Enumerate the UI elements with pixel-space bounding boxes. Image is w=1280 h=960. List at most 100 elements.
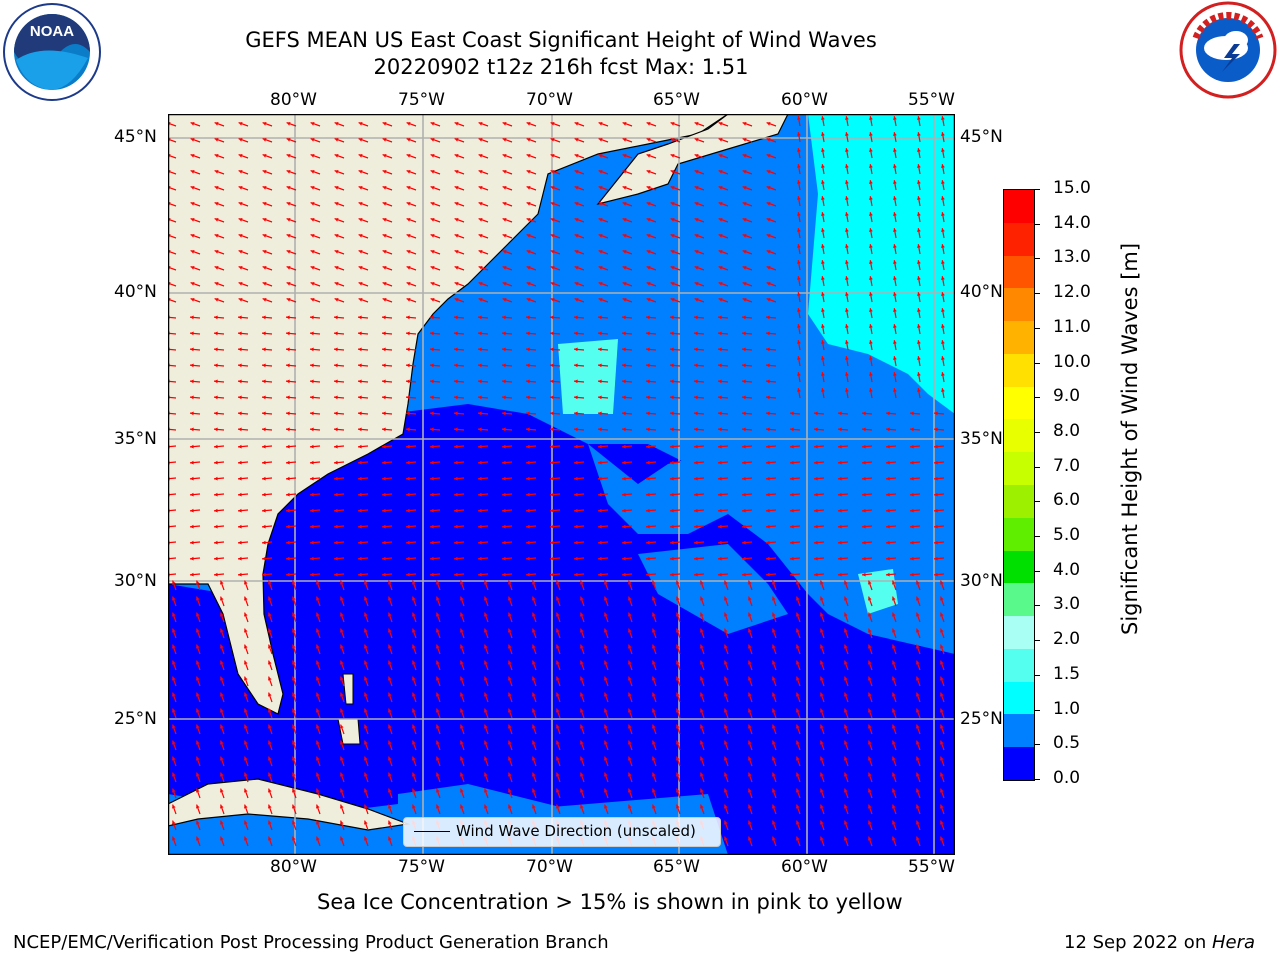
wave-direction-arrowhead — [820, 724, 824, 729]
wave-direction-arrowhead — [628, 804, 632, 809]
wave-direction-arrowhead — [797, 180, 801, 184]
wave-direction-arrowhead — [940, 836, 944, 841]
wave-direction-arrowhead — [742, 331, 746, 336]
wave-direction-arrow — [168, 380, 177, 383]
wave-direction-arrowhead — [790, 556, 794, 561]
wave-direction-arrowhead — [796, 804, 800, 809]
wave-direction-arrowhead — [556, 756, 560, 761]
wave-direction-arrowhead — [892, 740, 896, 745]
wave-direction-arrowhead — [478, 122, 483, 126]
wave-direction-arrowhead — [310, 138, 315, 142]
wave-direction-arrowhead — [868, 628, 872, 633]
wave-direction-arrowhead — [484, 756, 488, 761]
wave-direction-arrowhead — [550, 395, 554, 400]
wave-direction-arrowhead — [364, 596, 368, 601]
wave-direction-arrowhead — [796, 724, 800, 729]
wave-direction-arrowhead — [622, 540, 626, 545]
land-us-east-coast — [168, 114, 730, 715]
wave-direction-arrowhead — [238, 138, 243, 142]
wave-direction-arrowhead — [941, 308, 945, 312]
wave-direction-arrowhead — [334, 282, 339, 286]
wave-direction-arrowhead — [214, 444, 218, 449]
wave-direction-arrowhead — [766, 234, 771, 238]
wave-direction-arrowhead — [454, 572, 458, 577]
wave-direction-arrowhead — [484, 676, 488, 681]
wave-direction-arrowhead — [334, 186, 339, 190]
wave-direction-arrowhead — [388, 692, 392, 697]
wave-direction-arrowhead — [334, 427, 338, 432]
wave-direction-arrowhead — [622, 266, 627, 270]
wave-direction-arrowhead — [580, 756, 584, 761]
wave-direction-arrowhead — [917, 196, 921, 200]
wave-direction-arrowhead — [941, 292, 945, 296]
wave-direction-arrowhead — [670, 218, 675, 222]
wave-direction-arrowhead — [502, 298, 507, 302]
wave-direction-arrowhead — [796, 820, 800, 825]
wave-direction-arrowhead — [412, 660, 416, 665]
wave-direction-arrowhead — [940, 676, 944, 681]
wave-direction-arrowhead — [340, 756, 344, 761]
wave-direction-arrowhead — [742, 379, 746, 384]
wave-direction-arrowhead — [886, 444, 890, 449]
wave-direction-arrowhead — [196, 740, 200, 745]
wave-direction-arrowhead — [838, 556, 842, 561]
wave-direction-arrowhead — [190, 476, 194, 481]
wave-direction-arrowhead — [917, 212, 921, 216]
wave-direction-arrowhead — [670, 540, 674, 545]
wave-direction-arrowhead — [334, 331, 338, 336]
wave-direction-arrowhead — [580, 740, 584, 745]
wave-direction-arrowhead — [550, 250, 555, 254]
wave-direction-arrowhead — [190, 379, 194, 384]
wave-direction-arrowhead — [430, 170, 435, 174]
wave-direction-arrow — [168, 477, 177, 480]
wave-direction-arrowhead — [196, 660, 200, 665]
wave-direction-arrow — [168, 396, 177, 399]
wave-direction-arrowhead — [845, 196, 849, 200]
wave-direction-arrowhead — [796, 596, 800, 601]
wave-direction-arrowhead — [310, 298, 315, 302]
colorbar-tick-label: 12.0 — [1053, 282, 1091, 303]
wave-direction-arrowhead — [550, 154, 555, 158]
wave-direction-arrowhead — [742, 122, 747, 126]
wave-direction-arrowhead — [406, 266, 411, 270]
wave-direction-arrowhead — [766, 508, 770, 513]
wave-direction-arrowhead — [430, 122, 435, 126]
wave-direction-arrowhead — [460, 692, 464, 697]
wave-direction-arrowhead — [532, 772, 536, 777]
wave-direction-arrowhead — [718, 411, 722, 416]
wave-direction-arrowhead — [604, 740, 608, 745]
wave-direction-arrowhead — [797, 132, 801, 136]
wave-direction-arrowhead — [526, 331, 530, 336]
wave-direction-arrowhead — [310, 572, 314, 577]
wave-direction-arrowhead — [358, 331, 362, 336]
wave-direction-arrowhead — [652, 628, 656, 633]
wave-direction-arrowhead — [910, 556, 914, 561]
wave-direction-arrowhead — [460, 772, 464, 777]
wave-direction-arrowhead — [742, 186, 747, 190]
wave-direction-arrowhead — [790, 476, 794, 481]
wave-direction-arrowhead — [382, 186, 387, 190]
wave-direction-arrowhead — [382, 234, 387, 238]
wave-direction-arrowhead — [604, 660, 608, 665]
wave-direction-arrowhead — [220, 692, 224, 697]
wave-direction-arrowhead — [172, 836, 176, 841]
wave-direction-arrowhead — [364, 836, 368, 841]
wave-direction-arrowhead — [244, 644, 248, 649]
colorbar-tick-label: 10.0 — [1053, 351, 1091, 372]
wave-direction-arrowhead — [358, 508, 362, 513]
lat-tick-right: 25°N — [960, 709, 1003, 729]
wave-direction-arrowhead — [622, 347, 626, 352]
wave-direction-arrowhead — [940, 580, 944, 585]
wave-direction-arrowhead — [796, 580, 800, 585]
colorbar-tick-mark — [1034, 258, 1040, 260]
wave-direction-arrowhead — [532, 660, 536, 665]
wave-direction-arrowhead — [388, 756, 392, 761]
wave-direction-arrowhead — [718, 460, 722, 465]
wave-direction-arrowhead — [556, 676, 560, 681]
cyan-patch-central — [558, 339, 618, 414]
wave-direction-arrowhead — [718, 508, 722, 513]
wave-direction-arrowhead — [917, 116, 921, 120]
wave-direction-arrowhead — [454, 186, 459, 190]
wave-direction-arrowhead — [941, 276, 945, 280]
wave-direction-arrowhead — [478, 347, 482, 352]
